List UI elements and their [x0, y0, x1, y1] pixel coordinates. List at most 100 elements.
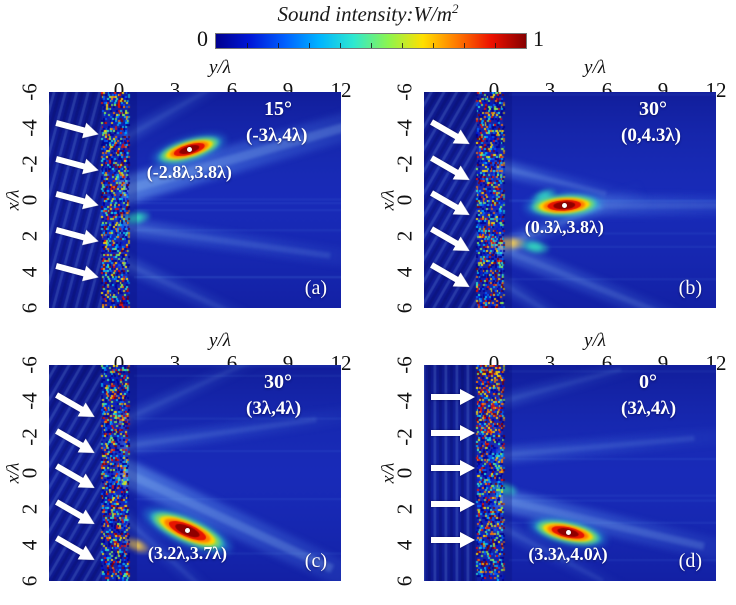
- colorbar-tick: [464, 43, 465, 48]
- y-axis-tick: -6: [392, 83, 417, 101]
- y-axis-tick: -2: [392, 428, 417, 446]
- steer-angle-label: 0°: [639, 371, 657, 393]
- focus-marker: [561, 202, 567, 208]
- y-axis-tick: -2: [17, 428, 42, 446]
- x-axis-tick: 3: [544, 78, 556, 102]
- y-axis-tick: -2: [392, 155, 417, 173]
- arrow-head: [460, 389, 475, 406]
- heatmap-plot: 15° (-3λ,4λ) (-2.8λ,3.8λ) (a): [49, 92, 341, 308]
- x-axis-tick: 3: [544, 351, 556, 375]
- x-axis-title: y/λ: [584, 57, 606, 78]
- y-axis-tick: -4: [392, 119, 417, 137]
- incident-arrow: [429, 531, 477, 548]
- x-axis-tick: 9: [657, 351, 669, 375]
- panel-b: y/λ 0 3 6 9 12 -6 -4 -2 0 2 4 6 x/λ 30° …: [375, 57, 727, 322]
- arrow-shaft: [55, 262, 86, 277]
- x-axis-tick: 3: [169, 78, 181, 102]
- focus-marker: [184, 528, 190, 534]
- colorbar-tick: [495, 43, 496, 48]
- y-axis-title: x/λ: [2, 462, 23, 484]
- focus-coords-label: (3.3λ,4.0λ): [528, 544, 608, 565]
- x-axis-tick: 0: [488, 78, 500, 102]
- y-axis-tick: 4: [17, 539, 42, 551]
- arrow-shaft: [431, 394, 461, 401]
- colorbar-title-text: Sound intensity:W/m: [277, 2, 452, 26]
- focus-coords-label: (0.3λ,3.8λ): [524, 217, 604, 238]
- x-axis-tick: 0: [488, 351, 500, 375]
- y-axis-tick: 2: [392, 503, 417, 515]
- heatmap-plot: 0° (3λ,4λ) (3.3λ,4.0λ) (d): [424, 365, 716, 581]
- panel-letter: (a): [304, 277, 327, 299]
- y-axis-title: x/λ: [377, 189, 398, 211]
- x-axis-tick: 9: [657, 78, 669, 102]
- y-axis-tick: 6: [392, 302, 417, 314]
- target-coords-label: (3λ,4λ): [621, 398, 677, 419]
- incident-arrow: [429, 495, 477, 512]
- arrow-shaft: [55, 120, 86, 135]
- x-axis-tick: 6: [601, 78, 613, 102]
- y-axis-tick: 2: [17, 503, 42, 515]
- arrow-shaft: [431, 536, 461, 543]
- y-axis-title: x/λ: [2, 189, 23, 211]
- arrow-shaft: [55, 156, 86, 171]
- heatmap-canvas: [49, 92, 341, 308]
- arrow-shaft: [431, 430, 461, 437]
- x-axis-tick: 3: [169, 351, 181, 375]
- focus-coords-label: (-2.8λ,3.8λ): [146, 161, 232, 182]
- x-axis-tick: 0: [113, 351, 125, 375]
- y-axis-tick: 6: [392, 575, 417, 587]
- y-axis-tick: 6: [17, 575, 42, 587]
- colorbar-tick: [340, 43, 341, 48]
- y-axis-tick: -4: [392, 392, 417, 410]
- colorbar: Sound intensity:W/m2 0 1: [0, 0, 736, 58]
- steer-angle-label: 15°: [264, 98, 292, 120]
- arrow-head: [460, 531, 475, 548]
- x-axis-title: y/λ: [584, 330, 606, 351]
- arrow-shaft: [55, 190, 86, 205]
- colorbar-tick: [247, 43, 248, 48]
- y-axis-tick: -4: [17, 119, 42, 137]
- arrow-shaft: [431, 500, 461, 507]
- arrow-head: [82, 265, 101, 285]
- panel-d: y/λ 0 3 6 9 12 -6 -4 -2 0 2 4 6 x/λ 0° (…: [375, 330, 727, 595]
- y-axis-tick: 2: [392, 230, 417, 242]
- focus-marker: [565, 529, 571, 535]
- x-axis-title: y/λ: [209, 330, 231, 351]
- incident-arrow: [429, 425, 477, 442]
- steer-angle-label: 30°: [639, 98, 667, 120]
- heatmap-plot: 30° (0,4.3λ) (0.3λ,3.8λ) (b): [424, 92, 716, 308]
- y-axis-tick: -2: [17, 155, 42, 173]
- colorbar-tick: [433, 43, 434, 48]
- colorbar-min-label: 0: [197, 26, 208, 51]
- x-axis-tick: 6: [601, 351, 613, 375]
- arrow-shaft: [431, 464, 461, 471]
- panel-letter: (b): [678, 277, 702, 299]
- y-axis-tick: -6: [392, 356, 417, 374]
- panel-letter: (d): [678, 550, 702, 572]
- incident-arrow: [429, 459, 477, 476]
- panel-a: y/λ 0 3 6 9 12 -6 -4 -2 0 2 4 6 x/λ 15° …: [0, 57, 352, 322]
- colorbar-gradient: [215, 33, 527, 49]
- colorbar-title: Sound intensity:W/m2: [278, 1, 459, 27]
- arrow-head: [460, 459, 475, 476]
- panel-letter: (c): [304, 550, 327, 572]
- colorbar-tick: [371, 43, 372, 48]
- y-axis-tick: 6: [17, 302, 42, 314]
- colorbar-tick: [309, 43, 310, 48]
- heatmap-plot: 30° (3λ,4λ) (3.2λ,3.7λ) (c): [49, 365, 341, 581]
- colorbar-title-exponent: 2: [451, 1, 459, 16]
- heatmap-canvas: [49, 365, 341, 581]
- colorbar-tick: [278, 43, 279, 48]
- y-axis-tick: 4: [17, 266, 42, 278]
- colorbar-max-label: 1: [533, 26, 544, 51]
- colorbar-tick: [402, 43, 403, 48]
- arrow-shaft: [55, 226, 86, 241]
- x-axis-tick: 9: [282, 78, 294, 102]
- focus-coords-label: (3.2λ,3.7λ): [147, 542, 228, 563]
- x-axis-tick: 0: [113, 78, 125, 102]
- y-axis-tick: 4: [392, 266, 417, 278]
- x-axis-tick: 6: [226, 78, 238, 102]
- x-axis-title: y/λ: [209, 57, 231, 78]
- focus-marker: [186, 147, 192, 153]
